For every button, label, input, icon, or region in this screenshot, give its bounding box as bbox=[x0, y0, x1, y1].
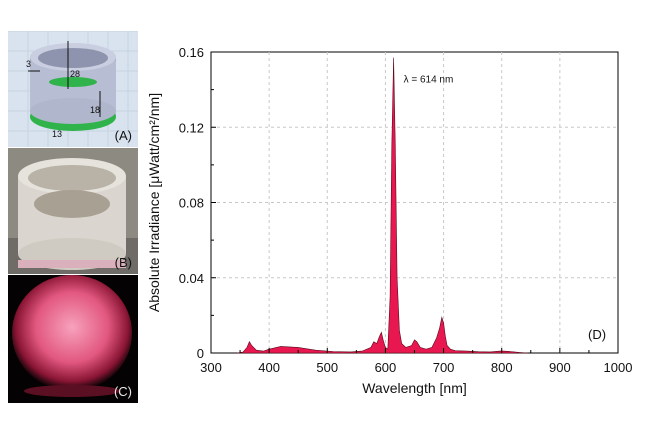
x-tick-label: 500 bbox=[316, 360, 338, 375]
x-tick-label: 300 bbox=[200, 360, 222, 375]
y-tick-label: 0.08 bbox=[179, 196, 204, 211]
panel-a-3d-model: 3 28 18 13 (A) bbox=[8, 31, 138, 147]
panel-b-photo: (B) bbox=[8, 148, 138, 274]
illuminated-source-photo bbox=[8, 275, 138, 403]
x-tick-label: 600 bbox=[375, 360, 397, 375]
axis-ticks: 300 400 500 600 700 800 900 1000 0 0.04 0.08 0.12 0.… bbox=[179, 45, 633, 375]
y-axis-title: Absolute Irradiance [μWatt/cm²/nm] bbox=[146, 93, 162, 312]
dim-height-label: 28 bbox=[70, 69, 80, 79]
x-axis-title: Wavelength [nm] bbox=[362, 380, 467, 396]
y-tick-label: 0.12 bbox=[179, 120, 204, 135]
panel-c-label: (C) bbox=[113, 384, 132, 399]
panel-d-label: (D) bbox=[588, 327, 606, 342]
printed-cylinder-photo bbox=[8, 148, 138, 274]
y-tick-label: 0.16 bbox=[179, 45, 204, 60]
x-tick-label: 900 bbox=[549, 360, 571, 375]
peak-annotation: λ = 614 nm bbox=[404, 75, 454, 86]
x-tick-label: 700 bbox=[433, 360, 455, 375]
x-tick-label: 800 bbox=[491, 360, 513, 375]
cylinder-model-drawing: 3 28 18 13 bbox=[8, 31, 138, 147]
grid-lines bbox=[211, 52, 618, 353]
panel-c-photo: (C) bbox=[8, 275, 138, 403]
dim-inner-label: 18 bbox=[90, 105, 100, 115]
spectrum-area bbox=[237, 57, 528, 354]
y-tick-label: 0 bbox=[197, 346, 204, 361]
dim-base-label: 13 bbox=[52, 129, 62, 139]
y-tick-label: 0.04 bbox=[179, 271, 204, 286]
x-tick-label: 1000 bbox=[604, 360, 633, 375]
x-tick-label: 400 bbox=[258, 360, 280, 375]
panel-b-label: (B) bbox=[114, 255, 132, 270]
dim-wall-label: 3 bbox=[26, 59, 31, 69]
panel-a-label: (A) bbox=[114, 128, 132, 143]
